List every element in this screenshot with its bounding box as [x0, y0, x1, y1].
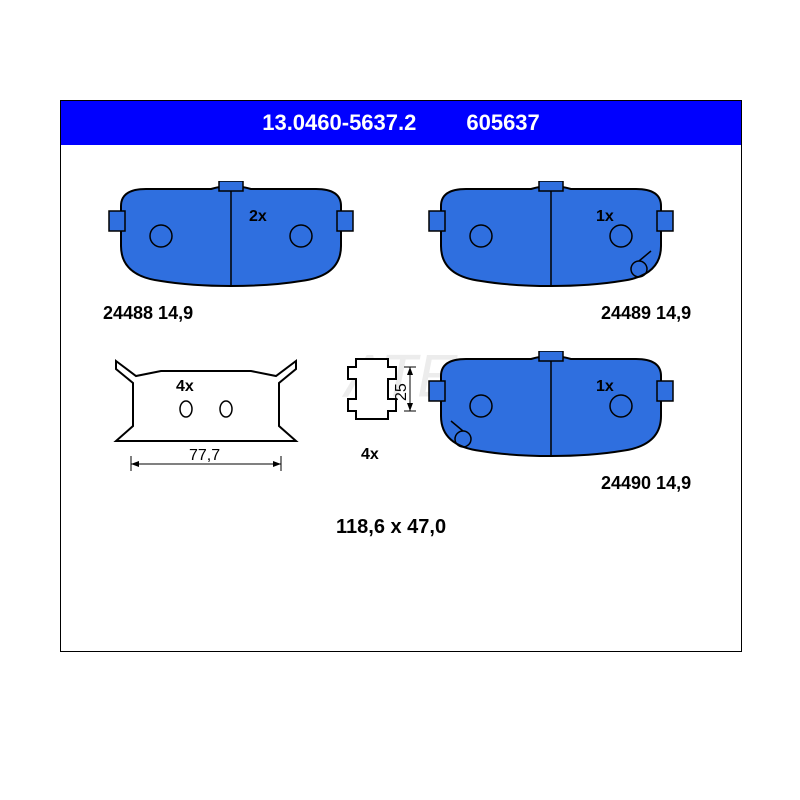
qty-label: 2x: [249, 208, 267, 225]
header-bar: 13.0460-5637.2 605637: [61, 101, 741, 145]
brake-pad-top-left: 2x: [101, 181, 361, 301]
part-number-2: 605637: [466, 110, 539, 136]
qty-label: 1x: [596, 378, 614, 395]
pad-label-24488: 24488 14,9: [103, 303, 193, 324]
clip-width-dim: 77,7: [189, 447, 220, 464]
shim-height-dim: 25: [393, 383, 410, 401]
brake-pad-top-right: 1x: [421, 181, 681, 301]
diagram-frame: 13.0460-5637.2 605637 ATE 2x 24488 14,9: [60, 100, 742, 652]
qty-label: 1x: [596, 208, 614, 225]
part-number-1: 13.0460-5637.2: [262, 110, 416, 136]
qty-label: 4x: [176, 378, 194, 395]
qty-label: 4x: [361, 446, 379, 463]
clip-component: 4x 77,7: [101, 351, 311, 491]
shim-component: 25 4x: [326, 349, 421, 489]
pad-label-24490: 24490 14,9: [601, 473, 691, 494]
overall-dimensions: 118,6 x 47,0: [336, 516, 446, 539]
pad-label-24489: 24489 14,9: [601, 303, 691, 324]
brake-pad-bottom-right: 1x: [421, 351, 681, 471]
